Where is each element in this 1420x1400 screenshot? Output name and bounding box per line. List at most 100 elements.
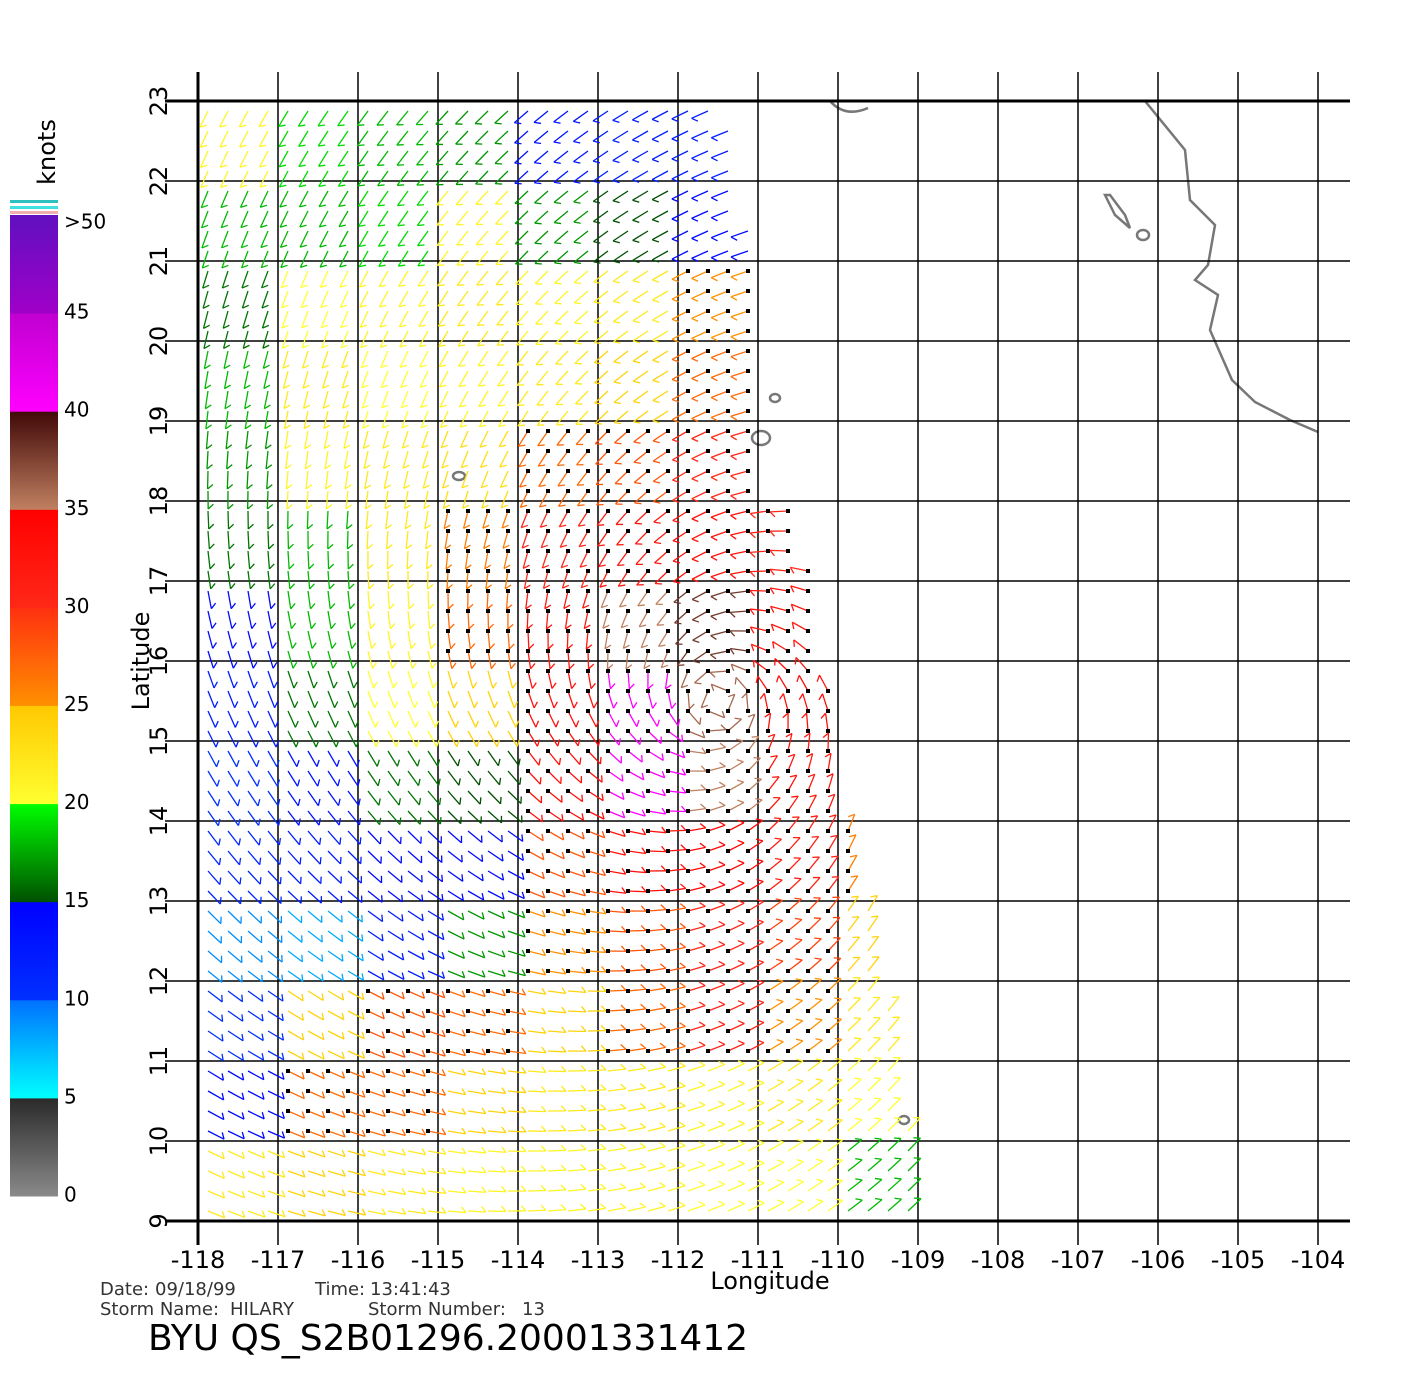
barb-flag xyxy=(428,603,435,610)
barb-shaft xyxy=(671,150,689,160)
barb-shaft xyxy=(207,1130,225,1140)
barb-flag xyxy=(541,1046,547,1054)
barb-shaft xyxy=(307,1050,325,1060)
barb-shaft xyxy=(573,230,589,243)
barb-shaft xyxy=(447,710,457,728)
barb-flag xyxy=(301,1130,306,1138)
barb-shaft xyxy=(467,1090,486,1095)
barb-shaft xyxy=(607,690,615,709)
barb-flag xyxy=(401,424,409,429)
barb-flag xyxy=(871,935,879,938)
barb-flag xyxy=(481,1166,487,1173)
barb-shaft xyxy=(324,470,329,489)
barb-flag xyxy=(730,435,738,441)
barb-flag xyxy=(521,988,527,996)
barb-shaft xyxy=(487,990,506,997)
barb-shaft xyxy=(247,810,260,826)
barb-flag xyxy=(461,484,469,489)
barb-shaft xyxy=(287,550,290,570)
barb-shaft xyxy=(769,549,789,552)
barb-shaft xyxy=(607,770,624,782)
barb-dot xyxy=(626,689,630,693)
barb-flag xyxy=(592,120,600,124)
barb-shaft xyxy=(807,856,820,872)
barb-flag xyxy=(660,884,667,891)
barb-flag xyxy=(544,604,552,610)
barb-dot xyxy=(786,629,790,633)
barb-dot xyxy=(646,769,650,773)
barb-flag xyxy=(201,244,209,249)
barb-flag xyxy=(518,444,526,447)
barb-shaft xyxy=(647,1165,666,1172)
barb-shaft xyxy=(540,530,549,548)
wind-cell xyxy=(287,1149,367,1217)
barb-flag xyxy=(691,558,699,563)
barb-dot xyxy=(686,269,690,273)
product-id: BYU QS_S2B01296.20001331412 xyxy=(148,1318,748,1359)
barb-shaft xyxy=(407,1070,426,1077)
barb-flag xyxy=(319,224,327,228)
barb-shaft xyxy=(544,590,549,609)
barb-dot xyxy=(766,529,770,533)
barb-flag xyxy=(691,197,699,202)
barb-flag xyxy=(660,865,667,872)
barb-shaft xyxy=(487,830,503,843)
barb-dot xyxy=(766,1049,770,1053)
barb-flag xyxy=(443,524,451,530)
barb-flag xyxy=(661,826,667,834)
barb-shaft xyxy=(627,1008,646,1012)
barb-shaft xyxy=(367,710,377,728)
barb-flag xyxy=(719,762,726,767)
barb-shaft xyxy=(267,530,270,550)
barb-shaft xyxy=(807,1180,824,1192)
barb-dot xyxy=(826,929,830,933)
barb-flag xyxy=(361,1090,366,1098)
barb-shaft xyxy=(507,1110,526,1113)
barb-dot xyxy=(706,989,710,993)
barb-flag xyxy=(208,543,215,550)
barb-flag xyxy=(737,879,745,884)
barb-shaft xyxy=(567,830,585,840)
barb-shaft xyxy=(245,450,249,469)
barb-flag xyxy=(561,967,567,975)
barb-flag xyxy=(597,524,605,527)
barb-flag xyxy=(492,682,498,689)
barb-shaft xyxy=(607,870,626,875)
barb-shaft xyxy=(407,1150,426,1156)
time-label: Time: xyxy=(314,1279,365,1300)
barb-shaft xyxy=(387,970,405,980)
barb-flag xyxy=(357,779,361,787)
barb-shaft xyxy=(347,650,354,669)
barb-flag xyxy=(593,220,601,224)
barb-shaft xyxy=(847,1179,863,1192)
barb-shaft xyxy=(447,1170,466,1174)
barb-flag xyxy=(309,583,315,590)
barb-dot xyxy=(706,469,710,473)
barb-shaft xyxy=(710,590,729,598)
barb-shaft xyxy=(547,1189,567,1192)
barb-flag xyxy=(623,644,630,649)
barb-shaft xyxy=(612,170,629,182)
barb-shaft xyxy=(867,915,879,932)
barb-shaft xyxy=(387,730,398,748)
barb-shaft xyxy=(787,774,798,792)
barb-flag xyxy=(659,1042,667,1048)
barb-shaft xyxy=(416,190,429,206)
barb-shaft xyxy=(465,570,469,589)
barb-shaft xyxy=(533,150,549,164)
storm-number-label: Storm Number: xyxy=(368,1299,506,1320)
barb-dot xyxy=(626,1009,630,1013)
barb-shaft xyxy=(327,1150,346,1158)
barb-shaft xyxy=(687,945,706,952)
barb-flag xyxy=(443,504,450,509)
barb-dot xyxy=(606,889,610,893)
barb-flag xyxy=(700,765,707,772)
barb-dot xyxy=(686,969,690,973)
barb-flag xyxy=(257,799,261,807)
barb-flag xyxy=(609,683,616,690)
barb-flag xyxy=(459,797,462,805)
barb-shaft xyxy=(547,1070,567,1073)
barb-dot xyxy=(686,809,690,813)
barb-flag xyxy=(652,359,660,363)
barb-shaft xyxy=(207,750,218,768)
